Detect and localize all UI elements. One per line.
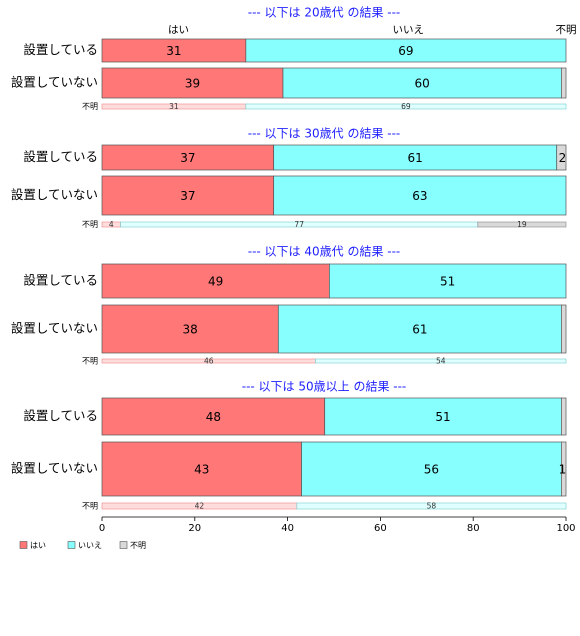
bar-value-label: 56 (424, 463, 439, 477)
bar-value-label-unknown: 46 (204, 357, 214, 366)
row-label-unknown: 不明 (82, 220, 98, 229)
bar-segment (273, 175, 567, 216)
bar-segment (561, 67, 567, 99)
bar-segment-unknown (245, 103, 567, 110)
legend-swatch (19, 541, 28, 549)
bar-segment (101, 441, 302, 497)
bar-value-label-unknown: 42 (195, 502, 205, 511)
row-label: 設置していない (11, 461, 98, 476)
bar-segment (101, 263, 330, 299)
bar-value-label: 69 (398, 44, 413, 58)
panel-title: --- 以下は 30歳代 の結果 --- (248, 127, 401, 141)
bar-value-label-unknown: 54 (436, 357, 446, 366)
x-tick-label: 20 (188, 523, 201, 534)
bar-value-label: 43 (194, 463, 209, 477)
column-header-1: いいえ (392, 24, 424, 36)
row-label: 設置している (23, 408, 98, 423)
legend-label: いいえ (78, 541, 102, 550)
bar-segment (273, 144, 558, 171)
bar-value-label: 31 (166, 44, 181, 58)
column-header-2: 不明 (556, 24, 577, 36)
x-tick-label: 40 (281, 523, 294, 534)
bar-value-label: 61 (412, 323, 427, 337)
bar-segment-unknown (477, 221, 567, 228)
bar-value-label: 39 (185, 77, 200, 91)
bar-value-label: 37 (180, 189, 195, 203)
bar-value-label-unknown: 4 (109, 220, 114, 229)
bar-segment (301, 441, 562, 497)
bar-segment (245, 38, 567, 63)
bar-value-label: 2 (559, 151, 567, 165)
bar-segment (101, 144, 275, 171)
x-tick-label: 0 (99, 523, 105, 534)
row-label: 設置していない (11, 187, 98, 202)
bar-value-label: 48 (206, 410, 221, 424)
panel-title: --- 以下は 50歳以上 の結果 --- (242, 380, 407, 394)
row-label-unknown: 不明 (82, 357, 98, 366)
bar-segment (277, 304, 562, 354)
row-label-unknown: 不明 (82, 102, 98, 111)
bar-value-label: 1 (559, 463, 567, 477)
row-label: 設置していない (11, 75, 98, 90)
bar-value-label: 60 (415, 77, 430, 91)
bar-segment (101, 67, 284, 99)
bar-segment-unknown (296, 502, 567, 510)
legend-swatch (119, 541, 128, 549)
panel-title: --- 以下は 20歳代 の結果 --- (248, 6, 401, 20)
x-tick-label: 80 (467, 523, 480, 534)
bar-segment (561, 304, 567, 354)
bar-value-label: 38 (183, 323, 198, 337)
column-header-0: はい (168, 24, 189, 36)
bar-value-label-unknown: 31 (169, 102, 179, 111)
bar-value-label: 51 (435, 410, 450, 424)
panel-title: --- 以下は 40歳代 の結果 --- (248, 245, 401, 259)
bar-value-label: 63 (412, 189, 427, 203)
legend-label: 不明 (130, 541, 146, 550)
bar-segment-unknown (315, 358, 567, 364)
bar-value-label: 37 (180, 151, 195, 165)
bar-value-label: 61 (408, 151, 423, 165)
row-label-unknown: 不明 (82, 502, 98, 511)
row-label: 設置していない (11, 321, 98, 336)
bar-value-label-unknown: 19 (517, 220, 527, 229)
row-label: 設置している (23, 42, 98, 57)
bar-segment (556, 144, 567, 171)
bar-segment (101, 397, 326, 436)
bar-segment (561, 441, 567, 497)
bar-value-label: 49 (208, 275, 223, 289)
bar-segment (101, 304, 279, 354)
bar-segment (329, 263, 567, 299)
row-label: 設置している (23, 273, 98, 288)
legend-label: はい (30, 541, 46, 550)
x-tick-label: 100 (556, 523, 575, 534)
bar-value-label: 51 (440, 275, 455, 289)
bar-value-label-unknown: 58 (427, 502, 437, 511)
row-label: 設置している (23, 149, 98, 164)
bar-segment (561, 397, 567, 436)
bar-segment (101, 175, 275, 216)
x-tick-label: 60 (374, 523, 387, 534)
bar-value-label-unknown: 77 (294, 220, 304, 229)
legend-swatch (67, 541, 76, 549)
bar-segment (324, 397, 562, 436)
bar-value-label-unknown: 69 (401, 102, 411, 111)
